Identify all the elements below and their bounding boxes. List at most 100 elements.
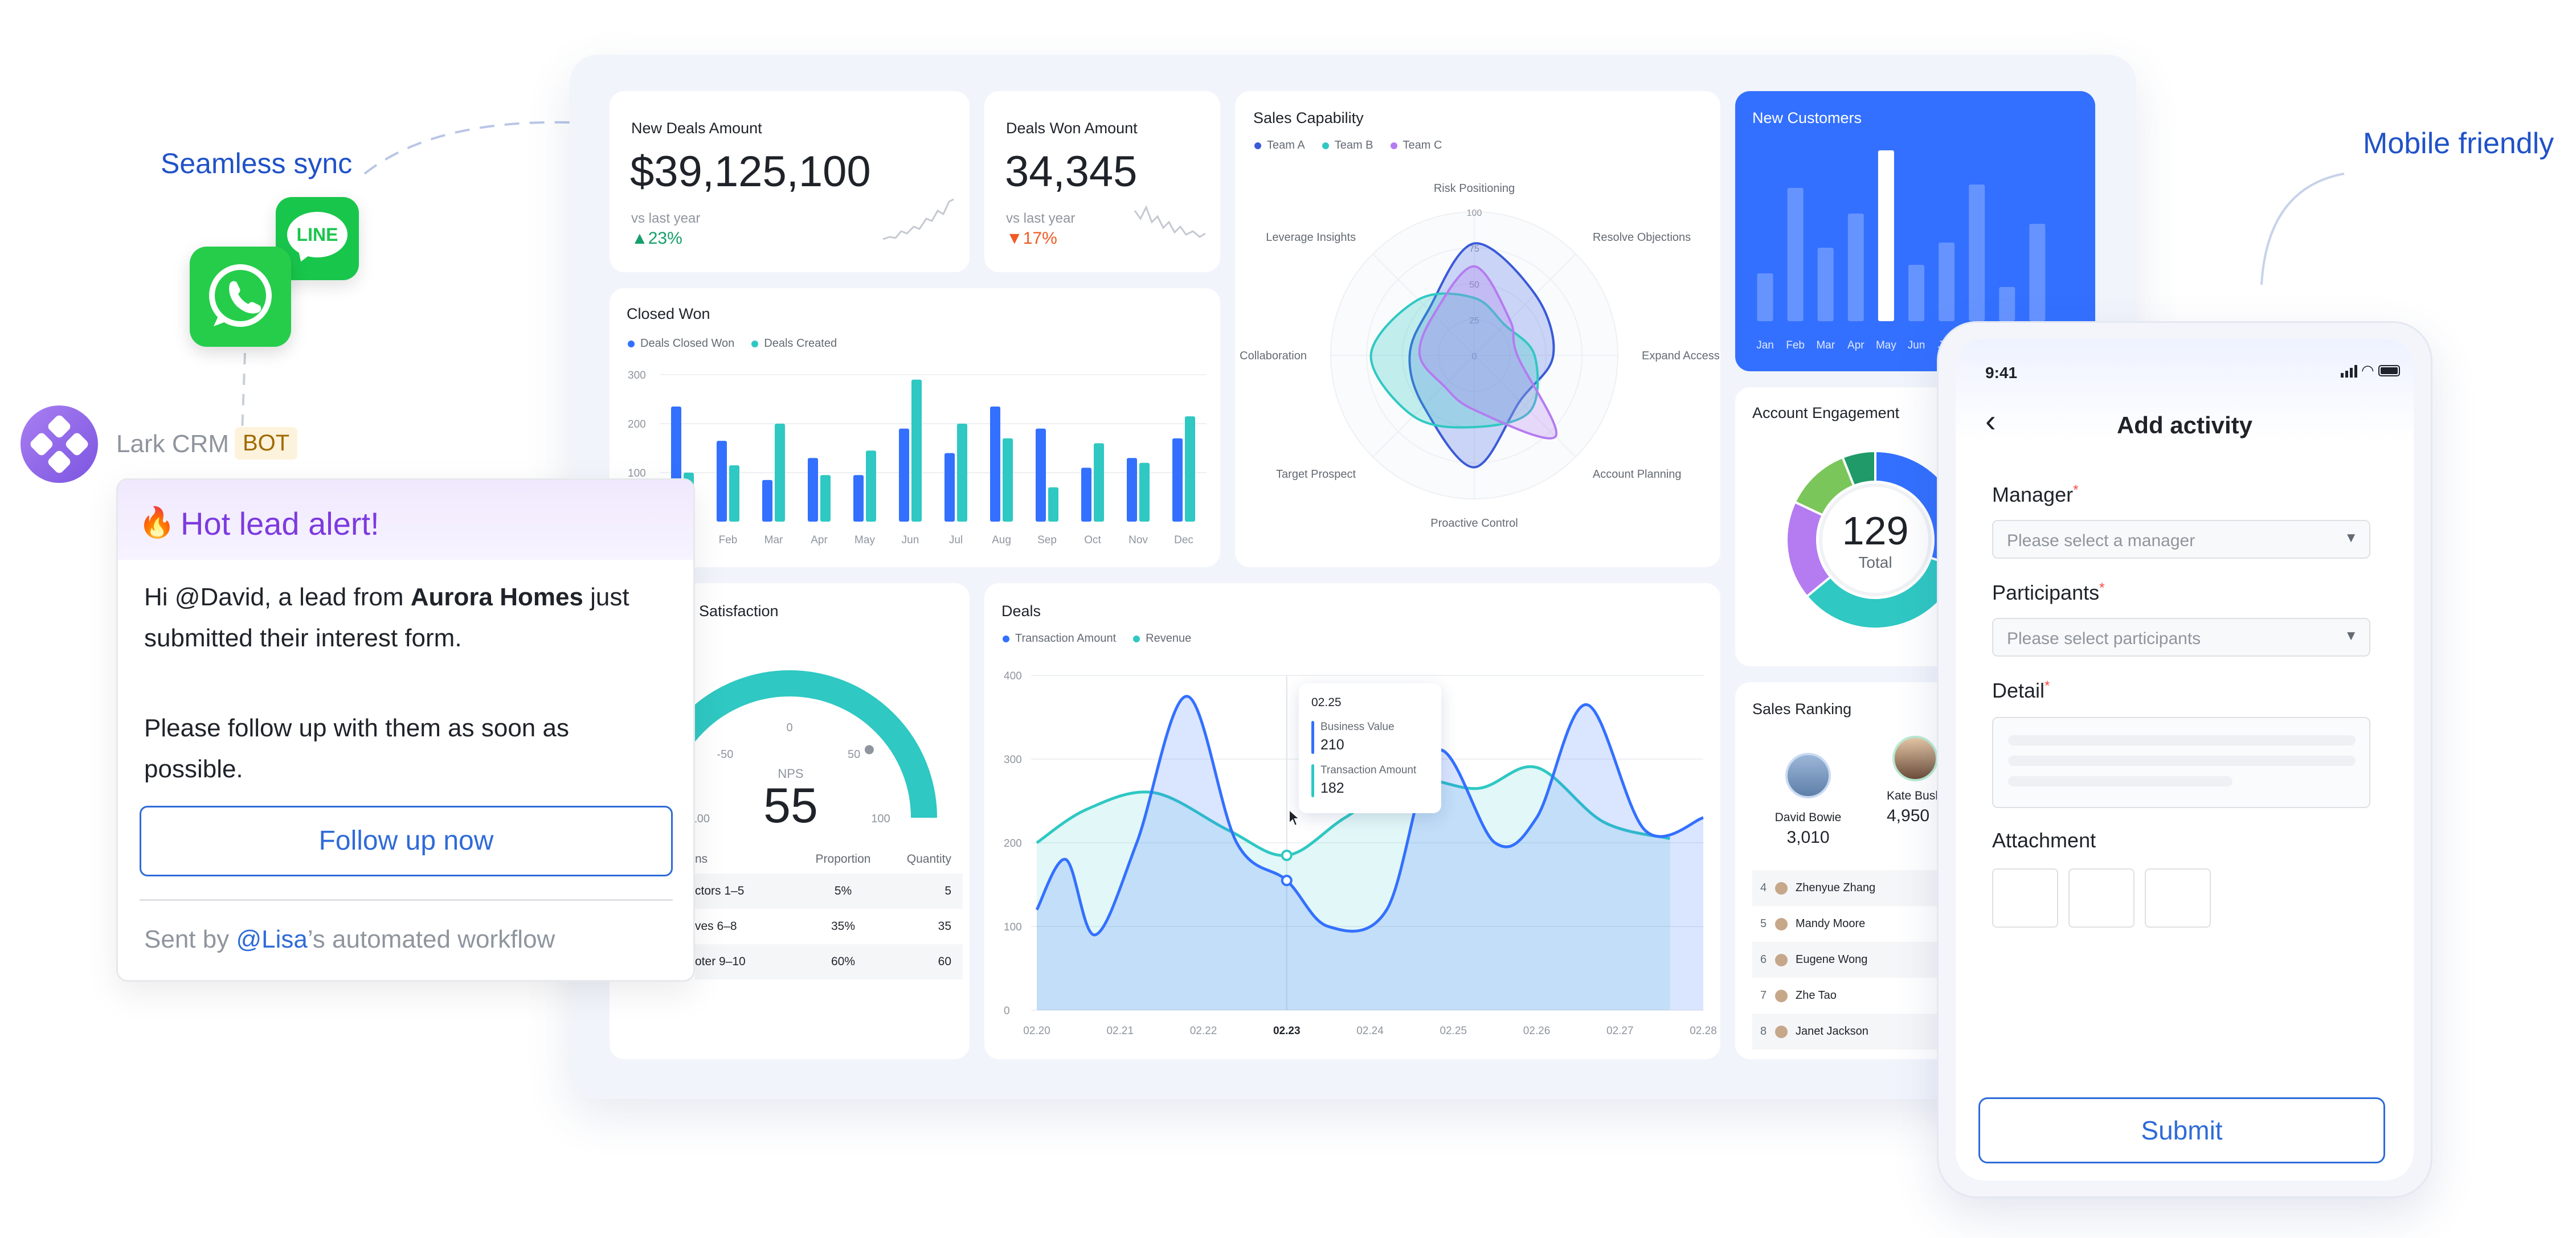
attachment-slot[interactable]	[2068, 868, 2135, 928]
x-tick-label: Aug	[992, 534, 1011, 546]
x-tick-label: 02.20	[1023, 1025, 1050, 1037]
seamless-sync-label: Seamless sync	[161, 147, 353, 179]
back-chevron-icon[interactable]: ‹	[1985, 403, 1996, 438]
ranking-row-avatar	[1775, 917, 1788, 930]
ranking-row-avatar	[1775, 953, 1788, 966]
bar	[1127, 458, 1137, 522]
ranking-row: 7 Zhe Tao	[1752, 978, 1963, 1014]
kpi-title: New Deals Amount	[631, 120, 762, 137]
ranking-row-avatar	[1775, 989, 1788, 1002]
detail-textarea[interactable]	[1992, 717, 2370, 808]
mouse-cursor-icon	[1289, 809, 1301, 827]
chart-legend: Team A Team B Team C	[1254, 139, 1442, 152]
x-tick-label: 02.27	[1606, 1025, 1634, 1037]
radar-axis-label: Leverage Insights	[1266, 231, 1356, 244]
ranking-name: Zhe Tao	[1796, 989, 1837, 1002]
bar	[1817, 248, 1834, 321]
bar	[1139, 462, 1150, 522]
y-tick-label: 100	[628, 468, 646, 479]
tooltip-value: 210	[1320, 737, 1344, 753]
legend-item: Team B	[1322, 139, 1373, 152]
closed-won-card: Closed Won Deals Closed Won Deals Create…	[610, 288, 1220, 567]
donut-hole	[1819, 483, 1932, 596]
table-cell: 35	[938, 920, 951, 933]
tooltip-date: 02.25	[1311, 696, 1342, 709]
mobile-friendly-label: Mobile friendly	[2363, 127, 2554, 160]
hot-lead-footer: Sent by @Lisa’s automated workflow	[144, 925, 555, 954]
tooltip-label: Transaction Amount	[1320, 764, 1417, 776]
x-tick-label: Nov	[1128, 534, 1148, 546]
bar	[990, 406, 1000, 522]
nps-label: NPS	[778, 766, 804, 781]
x-tick-label: Sep	[1037, 534, 1057, 546]
radar-series-area	[1418, 265, 1558, 440]
ranking-top-name: Kate Bush	[1887, 789, 1942, 802]
chart-title: Sales Capability	[1253, 109, 1364, 126]
x-tick-label: 02.28	[1690, 1025, 1717, 1037]
bar	[957, 424, 967, 522]
radar-series-area	[1408, 242, 1555, 469]
y-tick-label: 0	[1004, 1005, 1010, 1017]
hover-point	[1281, 850, 1293, 862]
x-tick-label: Oct	[1084, 534, 1101, 546]
chart-title: Closed Won	[627, 305, 710, 322]
table-cell: 60	[938, 955, 951, 968]
hot-lead-header	[118, 480, 693, 560]
submit-button[interactable]: Submit	[1978, 1097, 2385, 1163]
attachment-slot[interactable]	[1992, 868, 2058, 928]
gauge-tick-label: 100	[871, 813, 890, 825]
gauge-tick-label: 50	[848, 748, 860, 761]
radar-tick-label: 50	[1469, 280, 1479, 290]
radar-axis-label: Target Prospect	[1276, 468, 1356, 481]
bar	[1094, 443, 1104, 522]
series-area	[1037, 696, 1703, 1010]
hover-point	[1281, 875, 1293, 887]
ranking-rank: 7	[1760, 989, 1767, 1002]
chart-title: Sales Ranking	[1752, 700, 1852, 718]
battery-icon	[2378, 365, 2400, 376]
table-row: ves 6–8 35% 35	[695, 909, 963, 944]
ranking-name: Mandy Moore	[1796, 917, 1866, 930]
ranking-top-value: 4,950	[1887, 806, 1930, 825]
radar-axis-label: Risk Positioning	[1434, 182, 1515, 195]
bar	[1048, 487, 1058, 522]
chart-title: Satisfaction	[699, 602, 779, 620]
manager-select[interactable]: Please select a manager ▼	[1992, 520, 2370, 559]
follow-up-button[interactable]: Follow up now	[140, 806, 673, 876]
y-tick-label: 300	[628, 370, 646, 382]
radar-spoke	[1474, 253, 1576, 356]
arrow-up-icon: ▲	[631, 229, 648, 248]
legend-item: Revenue	[1133, 632, 1191, 645]
status-time: 9:41	[1985, 364, 2018, 382]
bar	[729, 465, 739, 522]
wifi-icon: ◠	[2361, 362, 2374, 379]
kpi-change: ▲23%	[631, 229, 682, 248]
legend-item: Deals Created	[751, 337, 837, 350]
ranking-row: 8 Janet Jackson	[1752, 1014, 1963, 1050]
bar	[1003, 438, 1013, 522]
ranking-rank: 5	[1760, 917, 1767, 930]
attachment-slot[interactable]	[2145, 868, 2211, 928]
detail-label: Detail*	[1992, 678, 2050, 702]
bar	[1847, 214, 1864, 321]
x-tick-label: Dec	[1174, 534, 1193, 546]
ranking-name: Eugene Wong	[1796, 953, 1868, 966]
account-engagement-donut	[1785, 449, 1963, 630]
mention-link[interactable]: @Lisa	[236, 925, 308, 953]
x-tick-label: 02.21	[1106, 1025, 1134, 1037]
chart-title: Deals	[1001, 602, 1041, 620]
footer-text: ’s automated workflow	[307, 925, 555, 953]
donut-slice	[1841, 449, 1876, 487]
kpi-deals-won-card: Deals Won Amount 34,345 vs last year ▼17…	[984, 91, 1220, 272]
participants-select[interactable]: Please select participants ▼	[1992, 618, 2370, 657]
x-tick-label: Jan	[1756, 339, 1774, 351]
series-line	[1035, 695, 1704, 937]
company-name: Aurora Homes	[410, 583, 583, 611]
sparkline-down	[1134, 205, 1206, 238]
sparkline-up	[882, 198, 954, 240]
radar-tick-label: 0	[1472, 352, 1477, 362]
table-cell: oter 9–10	[695, 955, 746, 968]
radar-spoke	[1474, 355, 1576, 457]
fire-icon: 🔥	[138, 506, 175, 539]
